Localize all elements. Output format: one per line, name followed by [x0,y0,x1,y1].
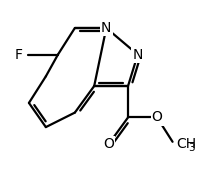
Text: O: O [152,110,163,124]
Text: N: N [132,48,143,62]
Text: 3: 3 [188,143,195,153]
Text: CH: CH [176,137,197,151]
Text: O: O [103,137,114,151]
Text: N: N [101,21,112,35]
Text: F: F [15,48,23,62]
